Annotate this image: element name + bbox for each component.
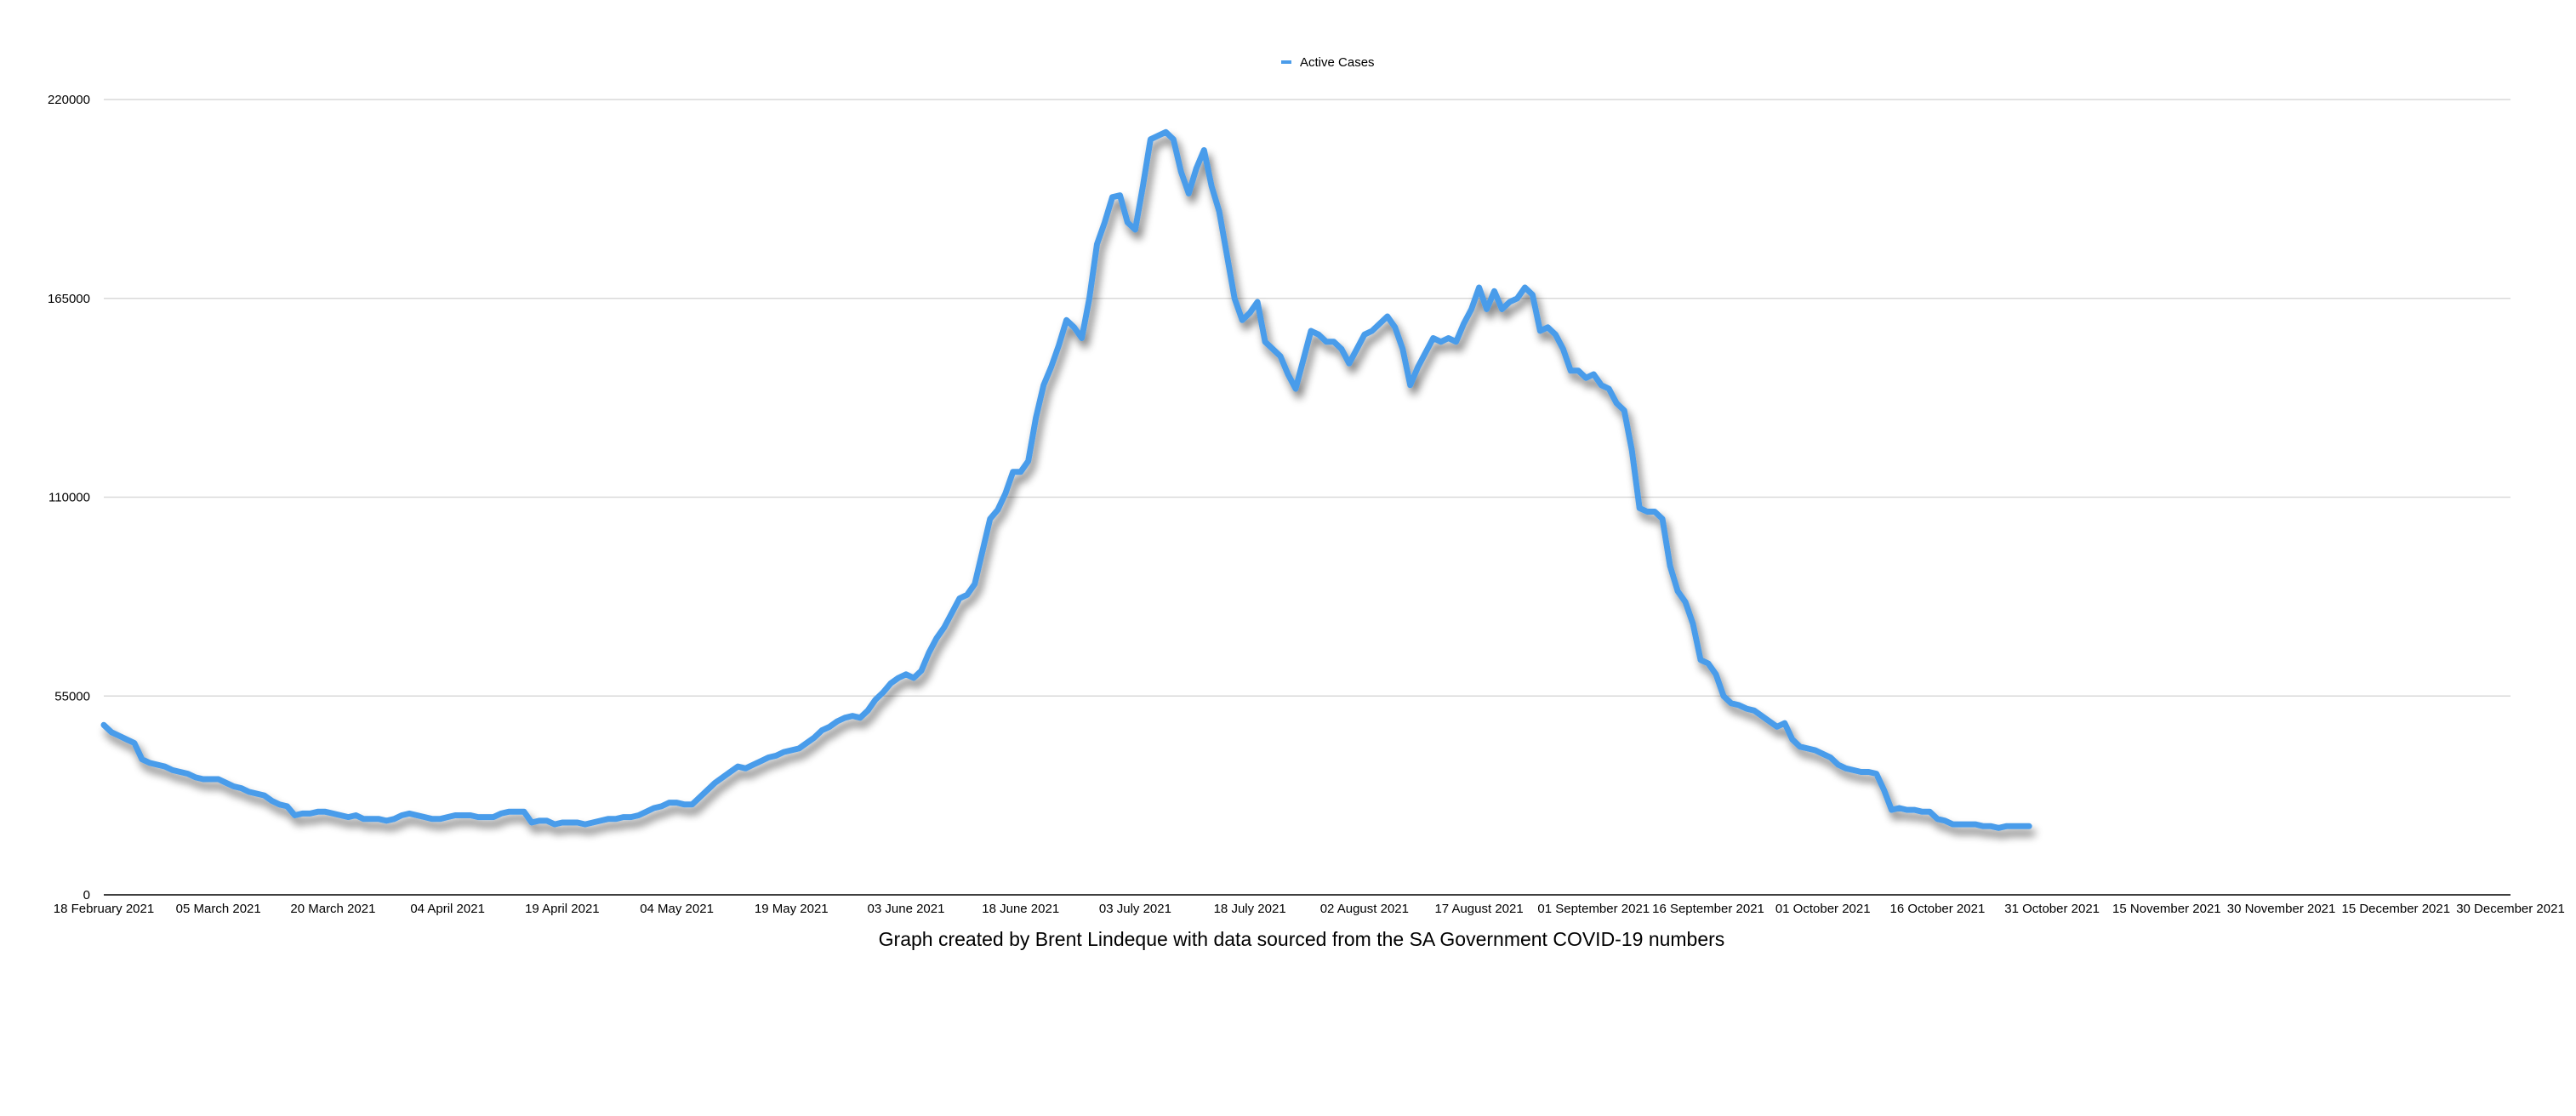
series-line-active-cases	[100, 128, 2032, 831]
x-tick-label: 04 May 2021	[640, 902, 714, 916]
x-tick-label: 18 July 2021	[1214, 902, 1286, 916]
y-tick-label: 0	[83, 888, 90, 902]
legend-label-active-cases: Active Cases	[1300, 55, 1375, 70]
x-tick-label: 05 March 2021	[176, 902, 261, 916]
y-tick-label: 110000	[48, 491, 90, 505]
x-tick-label: 19 May 2021	[755, 902, 829, 916]
x-tick-label: 03 June 2021	[868, 902, 945, 916]
y-axis-tick-labels: 0 55000 110000 165000 220000	[48, 93, 90, 902]
x-tick-label: 20 March 2021	[290, 902, 375, 916]
gridlines	[104, 99, 2510, 697]
x-tick-label: 15 November 2021	[2112, 902, 2221, 916]
x-axis-tick-labels: 18 February 2021 05 March 2021 20 March 20…	[54, 902, 2565, 916]
x-tick-label: 30 December 2021	[2456, 902, 2565, 916]
y-tick-label: 165000	[48, 292, 90, 306]
y-tick-label: 220000	[48, 93, 90, 107]
x-tick-label: 02 August 2021	[1320, 902, 1409, 916]
x-tick-label: 17 August 2021	[1434, 902, 1523, 916]
x-tick-label: 30 November 2021	[2227, 902, 2336, 916]
x-tick-label: 03 July 2021	[1099, 902, 1171, 916]
x-tick-label: 16 September 2021	[1652, 902, 1764, 916]
x-tick-label: 18 February 2021	[54, 902, 154, 916]
x-tick-label: 16 October 2021	[1890, 902, 1986, 916]
series-layer	[100, 128, 2032, 831]
chart-caption: Graph created by Brent Lindeque with dat…	[879, 928, 1725, 950]
x-tick-label: 19 April 2021	[525, 902, 600, 916]
x-tick-label: 15 December 2021	[2341, 902, 2450, 916]
y-tick-label: 55000	[54, 689, 90, 703]
x-tick-label: 31 October 2021	[2004, 902, 2100, 916]
x-tick-label: 04 April 2021	[410, 902, 485, 916]
legend: Active Cases	[1281, 55, 1375, 70]
x-tick-label: 18 June 2021	[982, 902, 1059, 916]
x-tick-label: 01 September 2021	[1537, 902, 1650, 916]
x-tick-label: 01 October 2021	[1775, 902, 1871, 916]
